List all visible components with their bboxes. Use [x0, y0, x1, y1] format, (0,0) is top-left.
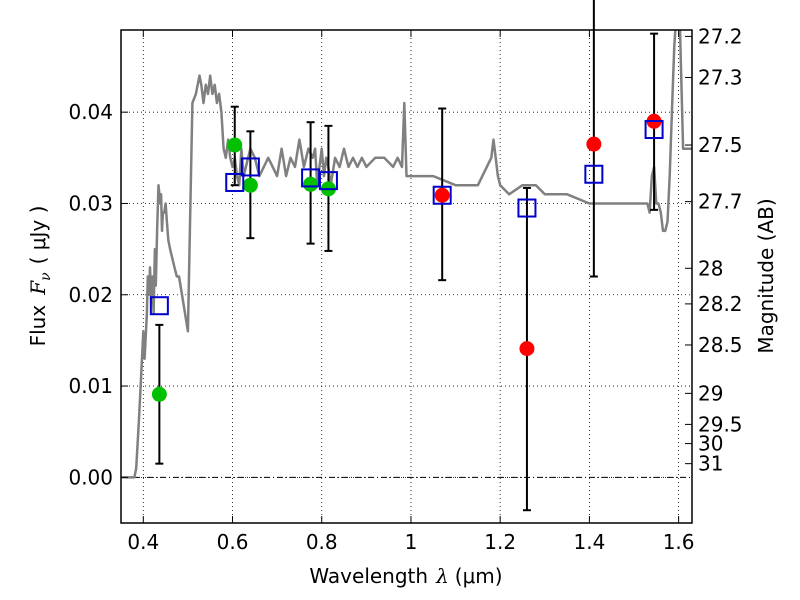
- x-tick-label: 1.2: [484, 530, 516, 554]
- x-axis-label: Wavelength: [309, 564, 428, 588]
- model-square-point: [318, 171, 338, 191]
- model-square-point: [149, 296, 169, 316]
- right-tick-label: 30: [698, 432, 723, 456]
- plot-frame: [120, 29, 693, 524]
- model-spectrum-line: [121, 30, 692, 479]
- right-tick-label: 28: [698, 256, 723, 280]
- green-data-point: [242, 177, 258, 193]
- y-axis-subscript: ν: [38, 272, 54, 281]
- right-tick-label: 27.7: [698, 190, 743, 214]
- y-axis-title: Flux Fν ( μJy ): [26, 206, 54, 347]
- x-tick-label: 0.8: [306, 530, 338, 554]
- right-tick-label: 29.5: [698, 412, 743, 436]
- x-axis-title: Wavelength λ (μm): [309, 564, 502, 588]
- right-tick-label: 28.5: [698, 333, 743, 357]
- y-axis-unit: ( μJy ): [26, 206, 50, 265]
- y-tick-label: 0.02: [68, 283, 113, 307]
- right-tick-label: 28.2: [698, 292, 743, 316]
- y-axis-label: Flux: [26, 305, 50, 347]
- right-tick-label: 27.5: [698, 133, 743, 157]
- red-data-point: [434, 187, 450, 203]
- y-tick-label: 0.03: [68, 191, 113, 215]
- x-tick-label: 1.6: [663, 530, 695, 554]
- y-axis-symbol: F: [26, 280, 50, 296]
- y-tick-label: 0.04: [68, 100, 113, 124]
- red-data-point: [519, 341, 535, 357]
- green-data-point: [303, 176, 319, 192]
- right-tick-label: 31: [698, 452, 723, 476]
- x-tick-label: 0.6: [217, 530, 249, 554]
- model-square-point: [432, 185, 452, 205]
- model-square-point: [240, 157, 260, 177]
- x-tick-label: 1: [405, 530, 418, 554]
- model-square-point: [517, 198, 537, 218]
- right-axis-title: Magnitude (AB): [754, 198, 778, 353]
- x-axis-symbol: λ: [435, 564, 449, 588]
- green-data-point: [227, 137, 243, 153]
- right-tick-label: 27.3: [698, 65, 743, 89]
- x-axis-unit: (μm): [455, 564, 503, 588]
- y-tick-label: 0.01: [68, 374, 113, 398]
- model-square-point: [644, 120, 664, 140]
- errorbar: [589, 0, 598, 278]
- x-tick-label: 1.4: [573, 530, 605, 554]
- red-data-point: [586, 136, 602, 152]
- ticks: 0.4 0.6 0.8 1 1.2 1.4 1.6 0.00 0.01 0.02 0.03 0.04 2…: [68, 24, 742, 554]
- model-square-point: [584, 164, 604, 184]
- x-tick-label: 0.4: [127, 530, 159, 554]
- plot-background: [121, 30, 692, 523]
- right-tick-label: 29: [698, 381, 723, 405]
- green-data-point: [151, 386, 167, 402]
- right-tick-label: 27.2: [698, 24, 743, 48]
- markers: [149, 113, 664, 402]
- model-square-point: [225, 172, 245, 192]
- y-tick-label: 0.00: [68, 465, 113, 489]
